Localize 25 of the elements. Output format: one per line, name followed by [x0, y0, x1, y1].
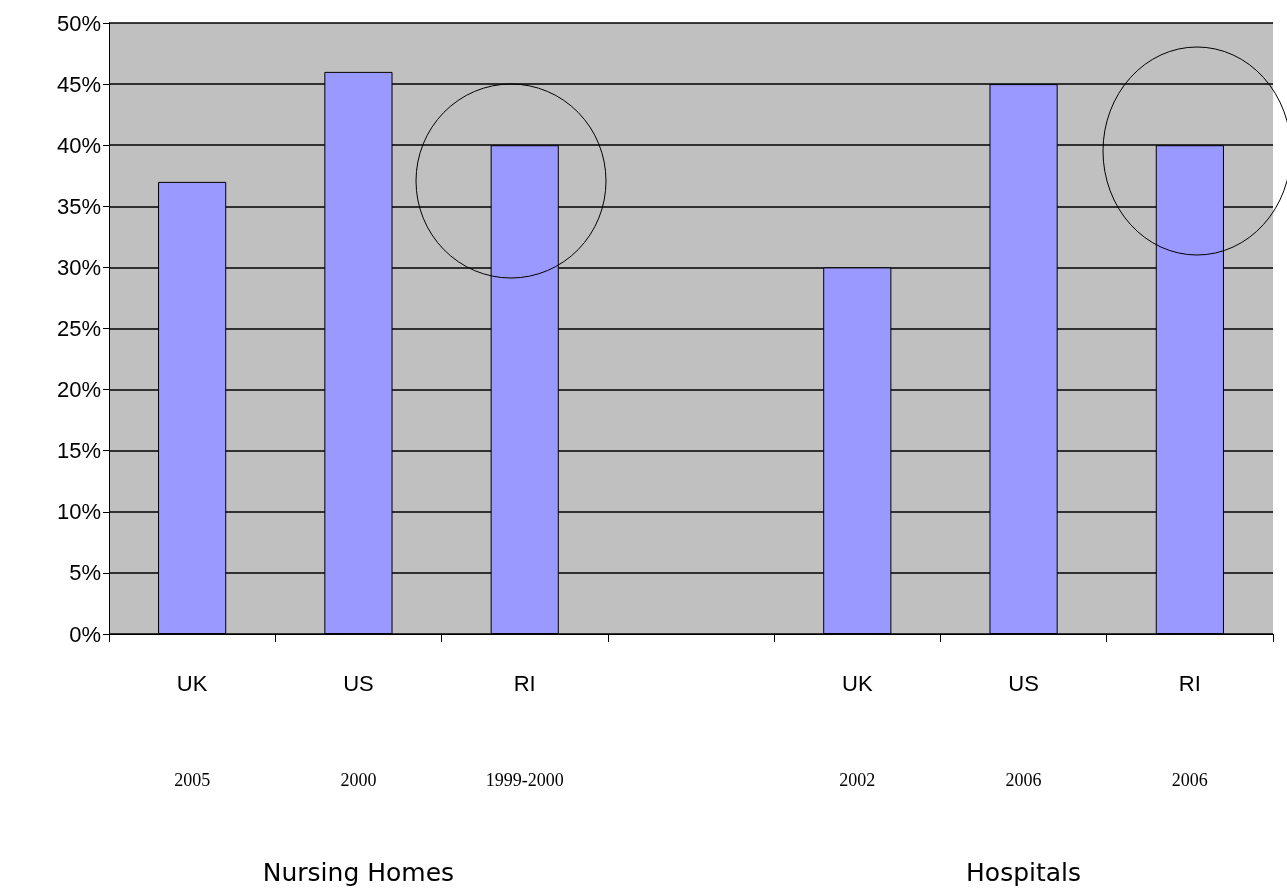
text: 2006 — [1005, 770, 1042, 790]
x-tick-label: UK — [842, 670, 873, 696]
y-tick-label: 5% — [69, 560, 101, 586]
text: 1999-2000 — [485, 770, 564, 790]
x-tick-label: RI — [1178, 670, 1201, 696]
text: 2005 — [174, 770, 211, 790]
y-tick-label: 15% — [56, 438, 101, 464]
y-tick-label: 20% — [56, 377, 101, 403]
x-tick-label: US — [1008, 670, 1039, 696]
y-tick-label: 40% — [56, 132, 101, 158]
y-tick-label: 50% — [56, 10, 101, 36]
text: 2006 — [1171, 770, 1208, 790]
y-tick-label: 0% — [69, 621, 101, 647]
x-tick-label: UK — [176, 670, 208, 696]
x-tick-label: US — [343, 670, 374, 696]
y-tick-label: 35% — [56, 193, 101, 219]
y-tick-label: 25% — [56, 316, 101, 341]
text: 2000 — [340, 770, 377, 790]
y-tick-label: 10% — [56, 499, 101, 525]
x-tick-label: RI — [513, 670, 536, 696]
y-tick-label: 30% — [56, 254, 101, 280]
text: Hospitals — [966, 857, 1082, 887]
y-tick-label: 45% — [56, 71, 101, 97]
text: Nursing Homes — [262, 857, 455, 887]
text: 2002 — [839, 770, 876, 790]
